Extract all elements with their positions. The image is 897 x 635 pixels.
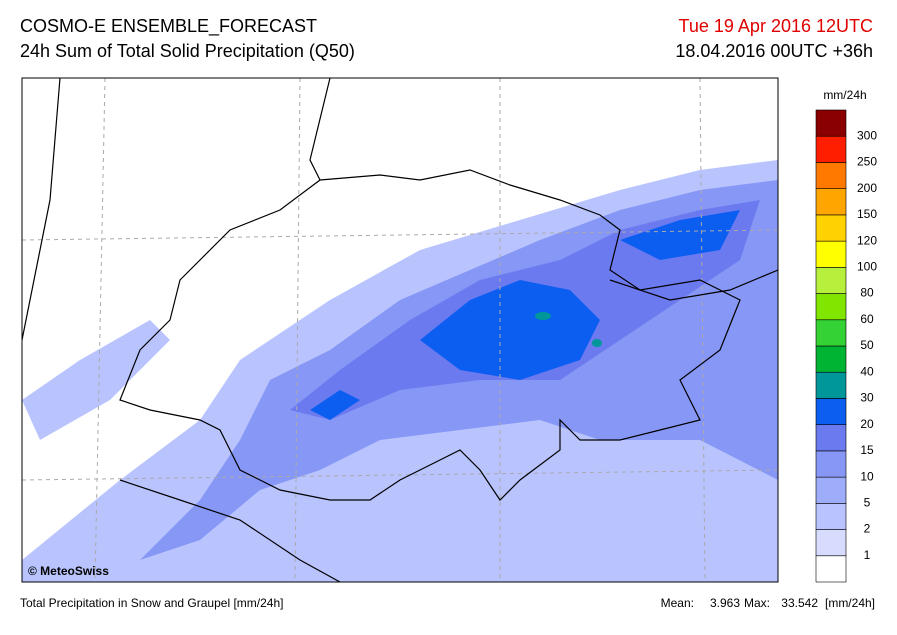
legend-level: 200 <box>857 181 877 195</box>
legend-swatch <box>815 398 847 425</box>
legend-unit: mm/24h <box>823 88 866 102</box>
run-time: 18.04.2016 00UTC +36h <box>675 41 873 61</box>
map: © MeteoSwiss <box>21 77 779 583</box>
legend-swatch <box>815 109 847 137</box>
legend-swatch <box>815 319 847 347</box>
legend-swatch <box>815 529 847 557</box>
legend-swatch <box>815 476 847 504</box>
valid-time: Tue 19 Apr 2016 12UTC <box>679 16 873 36</box>
footer-description: Total Precipitation in Snow and Graupel … <box>20 596 283 610</box>
legend: mm/24h 1 2 5 10 15 20 30 40 50 60 80 100 120 150 200 25… <box>815 88 877 583</box>
legend-swatch <box>815 188 847 216</box>
legend-swatch <box>815 293 847 321</box>
legend-swatch <box>815 503 847 530</box>
unit: [mm/24h] <box>825 596 875 610</box>
legend-swatch <box>815 371 847 399</box>
legend-level: 5 <box>864 496 871 510</box>
legend-swatch <box>815 214 847 242</box>
legend-level: 1 <box>864 548 871 562</box>
legend-swatch <box>815 240 847 268</box>
legend-level: 100 <box>857 260 877 274</box>
mean-label: Mean: <box>661 596 694 610</box>
legend-level: 30 <box>860 391 874 405</box>
subtitle: 24h Sum of Total Solid Precipitation (Q5… <box>20 41 355 61</box>
legend-swatch <box>815 424 847 452</box>
legend-swatch <box>815 135 847 163</box>
legend-swatch <box>815 267 847 294</box>
max-label: Max: <box>744 596 770 610</box>
title: COSMO-E ENSEMBLE_FORECAST <box>20 16 317 37</box>
legend-swatch <box>815 345 847 373</box>
mean-value: 3.963 <box>710 596 740 610</box>
legend-level: 2 <box>864 522 871 536</box>
legend-level: 60 <box>860 312 874 326</box>
legend-level: 250 <box>857 155 877 169</box>
legend-level: 10 <box>860 469 874 483</box>
legend-level: 20 <box>860 417 874 431</box>
legend-level: 50 <box>860 338 874 352</box>
legend-level: 300 <box>857 128 877 142</box>
legend-swatch <box>815 555 847 583</box>
legend-level: 150 <box>857 207 877 221</box>
legend-swatch <box>815 450 847 478</box>
legend-swatch <box>815 162 847 189</box>
legend-level: 40 <box>860 364 874 378</box>
legend-level: 15 <box>860 443 874 457</box>
legend-level: 80 <box>860 286 874 300</box>
legend-level: 120 <box>857 233 877 247</box>
credit: © MeteoSwiss <box>28 564 109 578</box>
max-value: 33.542 <box>781 596 818 610</box>
